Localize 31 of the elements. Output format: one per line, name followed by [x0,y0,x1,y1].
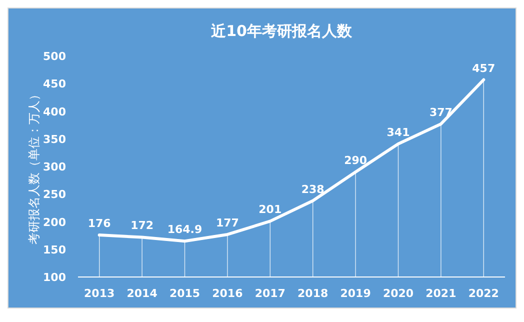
y-tick-label: 400 [43,105,66,118]
data-label: 238 [301,182,324,196]
x-tick-label: 2014 [126,287,158,300]
y-tick-label: 300 [43,160,66,174]
x-tick-label: 2019 [340,287,371,300]
data-label: 377 [429,106,452,119]
data-label: 172 [130,219,154,232]
y-tick-label: 250 [43,188,66,202]
data-label: 176 [88,217,112,230]
data-label: 164.9 [167,223,202,236]
y-tick-label: 500 [43,50,66,63]
data-label: 177 [216,216,239,230]
data-label: 341 [386,126,410,139]
data-label: 457 [472,62,496,75]
y-tick-label: 350 [43,132,66,146]
y-tick-label: 200 [43,216,66,229]
title: 近10年考研报名人数 [211,22,352,40]
ylabel: 考研报名人数（单位：万人） [27,88,41,244]
data-label: 201 [258,203,282,216]
y-tick-label: 150 [43,243,66,256]
x-tick-label: 2018 [298,287,328,300]
x-tick-label: 2013 [84,287,115,300]
data-label: 290 [344,154,368,168]
x-tick-label: 2020 [382,287,414,300]
x-tick-label: 2022 [468,287,499,300]
x-tick-label: 2016 [212,287,244,300]
x-tick-label: 2021 [426,287,456,300]
y-tick-label: 450 [43,78,66,91]
x-tick-label: 2017 [254,287,286,300]
y-tick-label: 100 [43,271,66,284]
x-tick-label: 2015 [169,287,200,300]
